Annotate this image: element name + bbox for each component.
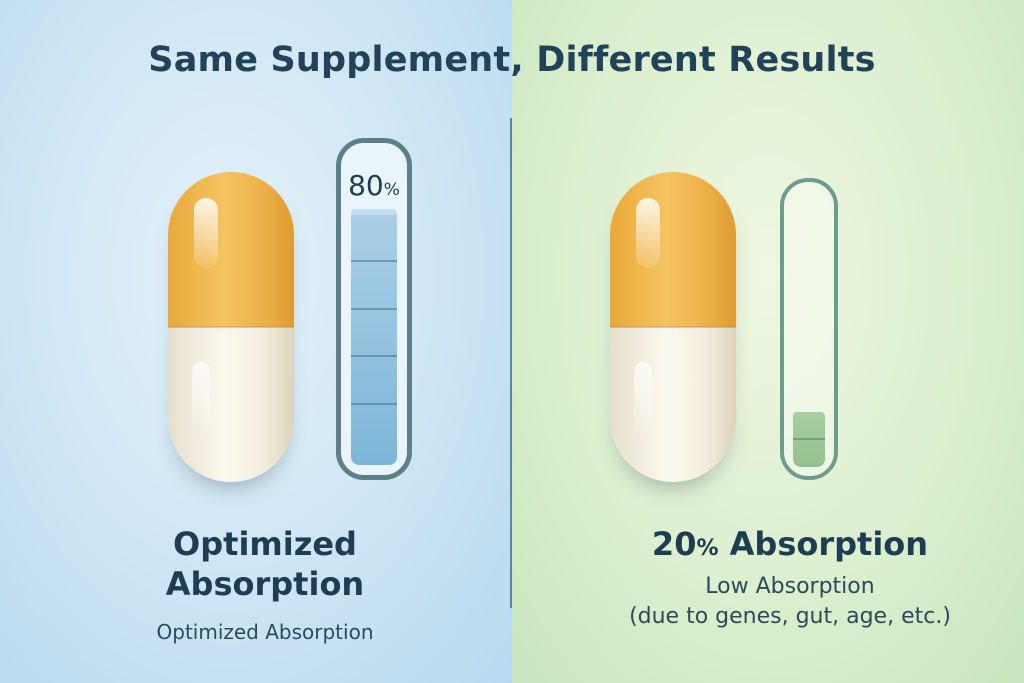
page-title: Same Supplement, Different Results bbox=[148, 40, 876, 80]
meter-tick bbox=[351, 355, 397, 357]
capsule-highlight-lower bbox=[634, 362, 652, 442]
meter-unit: % bbox=[383, 180, 400, 200]
left-heading-line1: Optimized bbox=[173, 525, 357, 563]
left-heading: Optimized Absorption bbox=[120, 524, 410, 604]
meter-readout-left: 80% bbox=[341, 169, 407, 202]
capsule-bottom-half bbox=[610, 327, 736, 482]
absorption-meter-left: 80% bbox=[336, 138, 412, 480]
right-heading-text: Absorption bbox=[718, 525, 929, 563]
capsule-top-half bbox=[610, 172, 736, 327]
meter-tick bbox=[351, 307, 397, 310]
right-heading-unit: % bbox=[696, 536, 719, 561]
right-caption: Low Absorption (due to genes, gut, age, … bbox=[580, 572, 1000, 632]
right-caption-line2: (due to genes, gut, age, etc.) bbox=[629, 604, 951, 629]
capsule-seam bbox=[168, 326, 294, 328]
right-heading-value: 20 bbox=[651, 525, 697, 563]
capsule-icon-left bbox=[168, 172, 294, 482]
center-divider bbox=[510, 118, 512, 608]
meter-value: 80 bbox=[348, 169, 384, 202]
capsule-highlight bbox=[636, 198, 660, 268]
left-caption: Optimized Absorption bbox=[156, 620, 374, 644]
capsule-highlight-lower bbox=[192, 362, 210, 442]
capsule-top-half bbox=[168, 172, 294, 327]
right-heading: 20% Absorption bbox=[600, 524, 980, 569]
capsule-icon-right bbox=[610, 172, 736, 482]
absorption-meter-right bbox=[780, 178, 838, 480]
left-heading-line2: Absorption bbox=[165, 565, 365, 603]
meter-tick bbox=[351, 260, 397, 262]
capsule-highlight bbox=[194, 198, 218, 268]
capsule-bottom-half bbox=[168, 327, 294, 482]
meter-fill-left bbox=[351, 209, 397, 465]
right-caption-line1: Low Absorption bbox=[705, 574, 875, 599]
meter-tick bbox=[793, 438, 825, 441]
capsule-seam bbox=[610, 326, 736, 328]
meter-tick bbox=[351, 402, 397, 405]
meter-fill-right bbox=[793, 412, 825, 467]
right-panel bbox=[512, 0, 1024, 683]
